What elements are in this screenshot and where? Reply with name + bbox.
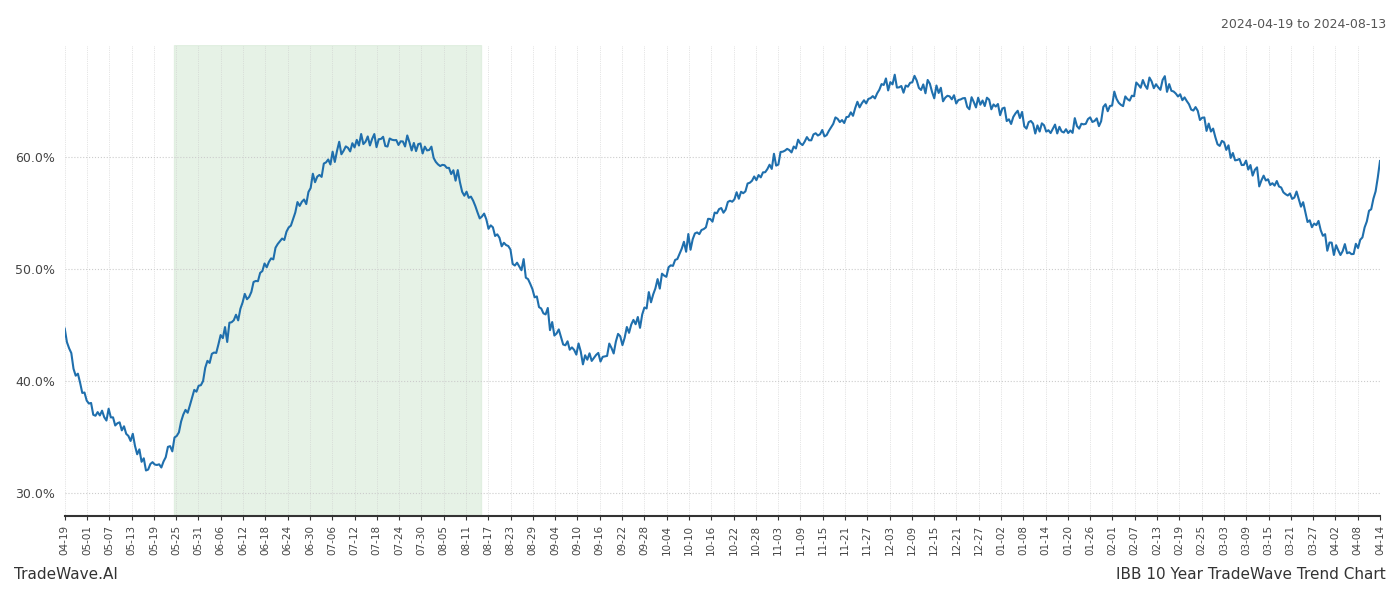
Text: IBB 10 Year TradeWave Trend Chart: IBB 10 Year TradeWave Trend Chart	[1116, 567, 1386, 582]
Text: TradeWave.AI: TradeWave.AI	[14, 567, 118, 582]
Bar	[175, 45, 482, 516]
Text: 2024-04-19 to 2024-08-13: 2024-04-19 to 2024-08-13	[1221, 18, 1386, 31]
